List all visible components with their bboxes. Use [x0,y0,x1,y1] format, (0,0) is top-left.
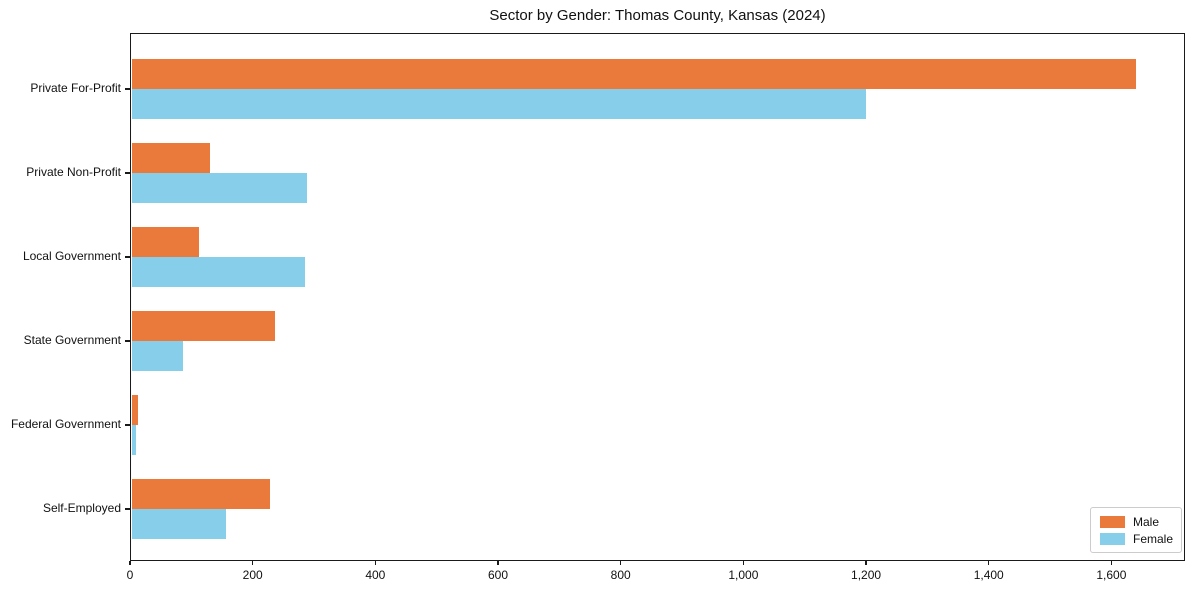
x-tick-label: 1,200 [851,568,882,582]
x-tick-mark [619,561,622,565]
x-tick-mark [987,561,990,565]
y-tick-mark [125,256,130,258]
legend: Male Female [1090,507,1182,553]
legend-label-male: Male [1133,514,1160,529]
x-tick-mark [1110,561,1113,565]
x-tick-label: 800 [610,568,631,582]
bar-male-private-non-profit [131,143,210,173]
y-tick-label-private-for-profit: Private For-Profit [30,81,121,95]
bar-male-state-government [131,311,275,341]
plot-area [130,33,1185,561]
x-tick-mark [374,561,377,565]
bar-male-self-employed [131,479,271,509]
legend-swatch-female [1100,532,1125,545]
y-tick-label-private-non-profit: Private Non-Profit [26,165,121,179]
bar-male-private-for-profit [131,59,1136,89]
y-tick-mark [125,172,130,174]
x-tick-label: 600 [488,568,509,582]
x-tick-mark [865,561,867,565]
x-tick-label: 400 [365,568,386,582]
y-tick-label-local-government: Local Government [22,249,121,263]
y-tick-mark [125,88,130,90]
x-tick-mark [742,561,745,565]
x-tick-mark [251,561,254,565]
bar-male-federal-government [131,395,138,425]
x-tick-mark [497,561,499,565]
bar-male-local-government [131,227,199,257]
y-tick-label-state-government: State Government [23,333,121,347]
x-tick-mark [129,561,131,565]
bar-female-private-for-profit [131,89,867,119]
y-tick-mark [125,424,130,426]
y-tick-label-federal-government: Federal Government [10,417,121,431]
legend-swatch-male [1100,515,1125,528]
legend-item-male: Male [1100,514,1173,530]
bar-female-private-non-profit [131,173,307,203]
x-tick-label: 1,000 [728,568,759,582]
chart-title: Sector by Gender: Thomas County, Kansas … [489,7,826,24]
x-tick-label: 1,400 [973,568,1004,582]
y-tick-mark [125,340,130,342]
bar-female-federal-government [131,425,137,455]
x-tick-label: 200 [242,568,263,582]
bar-female-local-government [131,257,305,287]
legend-item-female: Female [1100,531,1173,547]
legend-label-female: Female [1133,531,1174,546]
bar-female-state-government [131,341,183,371]
x-tick-label: 0 [126,568,134,582]
y-tick-label-self-employed: Self-Employed [42,501,121,515]
x-tick-label: 1,600 [1096,568,1127,582]
y-tick-mark [125,508,130,510]
bar-female-self-employed [131,509,226,539]
